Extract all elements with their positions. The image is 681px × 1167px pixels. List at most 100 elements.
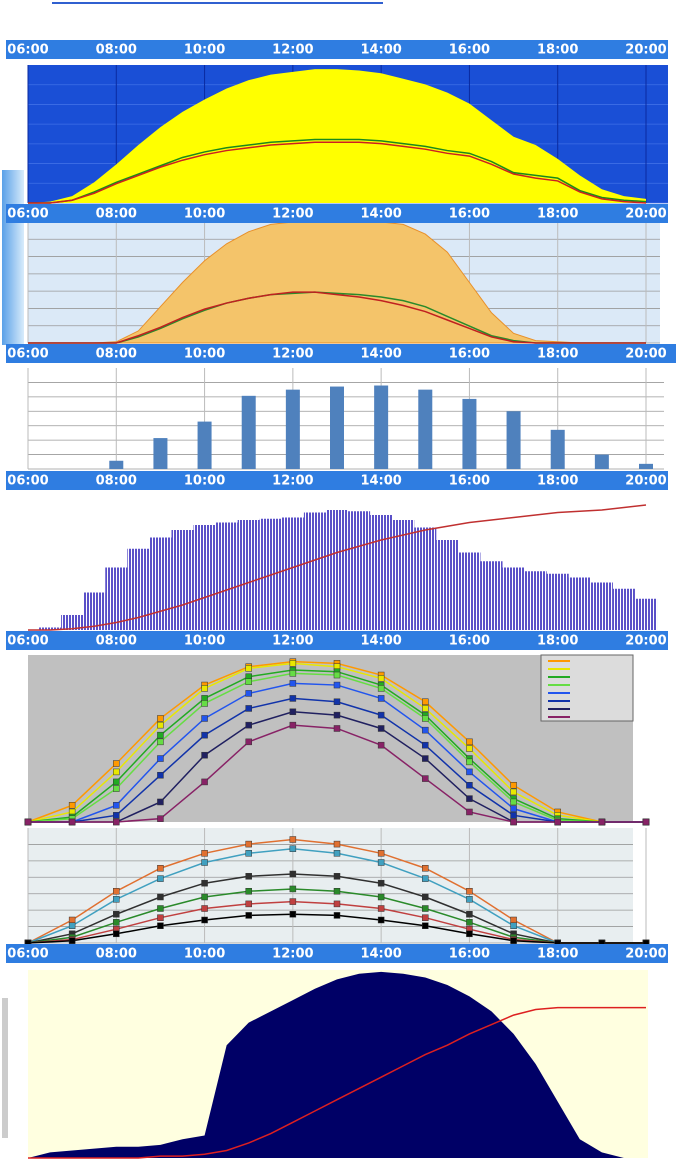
x-tick-label: 12:00 xyxy=(272,474,313,489)
marker xyxy=(510,818,517,826)
x-tick-label: 10:00 xyxy=(184,947,225,962)
marker xyxy=(422,905,429,912)
marker xyxy=(466,911,473,918)
marker xyxy=(68,916,76,924)
x-tick-label: 18:00 xyxy=(537,43,578,58)
bar xyxy=(39,627,62,630)
marker xyxy=(201,751,208,759)
marker xyxy=(24,818,32,826)
marker xyxy=(201,778,208,786)
marker xyxy=(157,738,164,746)
marker xyxy=(333,671,341,679)
marker xyxy=(422,698,429,706)
x-tick-label: 06:00 xyxy=(7,207,48,222)
bar xyxy=(639,463,653,469)
x-tick-label: 16:00 xyxy=(449,947,490,962)
bar xyxy=(550,429,565,469)
marker xyxy=(377,893,385,901)
marker xyxy=(333,912,341,919)
marker xyxy=(113,760,120,767)
marker xyxy=(377,675,385,682)
bar xyxy=(462,398,477,469)
x-tick-label: 08:00 xyxy=(96,43,137,58)
marker xyxy=(201,700,208,707)
area xyxy=(28,971,646,1158)
marker xyxy=(422,705,429,712)
x-tick-label: 20:00 xyxy=(625,474,666,489)
marker xyxy=(157,905,164,912)
bar xyxy=(325,510,349,630)
marker xyxy=(157,922,164,929)
x-tick-label: 16:00 xyxy=(449,474,490,489)
bar xyxy=(215,522,238,630)
x-tick-label: 14:00 xyxy=(360,947,401,962)
x-tick-label: 14:00 xyxy=(360,207,401,222)
marker xyxy=(289,911,297,918)
x-tick-label: 06:00 xyxy=(7,947,48,962)
bar xyxy=(127,548,150,630)
time-axis-bar xyxy=(6,204,668,223)
marker xyxy=(157,865,164,872)
marker xyxy=(245,900,252,908)
x-tick-label: 06:00 xyxy=(7,43,48,58)
bar xyxy=(285,389,300,469)
marker xyxy=(510,788,517,796)
marker xyxy=(113,812,120,819)
x-tick-label: 10:00 xyxy=(184,474,225,489)
marker xyxy=(422,865,429,872)
marker xyxy=(333,850,341,857)
marker xyxy=(157,914,164,921)
marker xyxy=(466,758,473,766)
marker xyxy=(245,912,252,919)
marker xyxy=(289,885,297,893)
marker xyxy=(377,850,385,857)
marker xyxy=(157,771,164,779)
x-tick-label: 08:00 xyxy=(96,947,137,962)
marker xyxy=(333,873,341,880)
marker xyxy=(510,916,517,924)
bar xyxy=(348,511,371,630)
marker xyxy=(289,870,297,878)
marker xyxy=(68,818,76,826)
bar xyxy=(568,577,591,630)
marker xyxy=(113,778,120,786)
marker xyxy=(377,711,385,719)
marker xyxy=(245,721,252,729)
x-tick-label: 12:00 xyxy=(272,634,313,649)
bar xyxy=(458,552,481,630)
marker xyxy=(289,680,297,687)
marker xyxy=(201,916,208,924)
marker xyxy=(68,922,76,929)
line xyxy=(28,138,647,204)
bar xyxy=(330,386,344,469)
x-tick-label: 14:00 xyxy=(360,634,401,649)
x-tick-label: 14:00 xyxy=(360,347,401,362)
marker xyxy=(68,802,76,809)
x-tick-label: 20:00 xyxy=(625,43,666,58)
marker xyxy=(377,879,385,887)
marker xyxy=(510,798,517,806)
bar xyxy=(303,512,326,630)
x-tick-label: 10:00 xyxy=(184,347,225,362)
marker xyxy=(333,888,341,895)
bar xyxy=(281,517,304,630)
x-tick-label: 08:00 xyxy=(96,347,137,362)
marker xyxy=(289,721,297,729)
marker xyxy=(289,845,297,852)
x-tick-label: 06:00 xyxy=(7,634,48,649)
x-tick-label: 10:00 xyxy=(184,634,225,649)
marker xyxy=(245,738,252,746)
x-tick-label: 06:00 xyxy=(7,474,48,489)
marker xyxy=(113,896,120,903)
marker xyxy=(157,731,164,739)
marker xyxy=(422,755,429,762)
x-tick-label: 10:00 xyxy=(184,43,225,58)
bar xyxy=(418,389,433,469)
area xyxy=(28,69,646,203)
marker xyxy=(157,798,164,806)
marker xyxy=(289,708,297,716)
x-tick-label: 06:00 xyxy=(7,347,48,362)
marker xyxy=(642,818,650,826)
marker xyxy=(466,919,473,926)
bar xyxy=(524,571,547,630)
